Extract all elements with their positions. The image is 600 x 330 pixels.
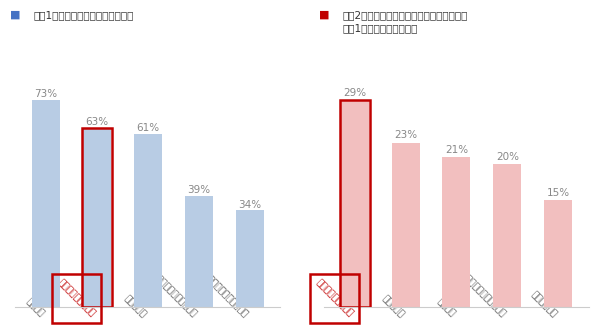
Bar xyxy=(341,100,368,307)
Text: 『図1』食品を選ぶ際に重視する点: 『図1』食品を選ぶ際に重視する点 xyxy=(34,10,134,20)
Text: 20%: 20% xyxy=(496,152,519,162)
Bar xyxy=(392,143,419,307)
Bar xyxy=(82,128,112,307)
Text: 39%: 39% xyxy=(187,185,210,195)
Text: 73%: 73% xyxy=(34,89,58,99)
Text: 63%: 63% xyxy=(85,117,109,127)
Bar xyxy=(236,211,263,307)
Text: ■: ■ xyxy=(10,10,20,20)
Text: 34%: 34% xyxy=(238,200,261,210)
Bar xyxy=(442,157,470,307)
Text: 『図2』食品を選ぶ際に重視する点として、
直近1年間で強まったもの: 『図2』食品を選ぶ際に重視する点として、 直近1年間で強まったもの xyxy=(343,10,468,33)
Text: 15%: 15% xyxy=(547,187,570,198)
Text: ■: ■ xyxy=(319,10,329,20)
Bar xyxy=(544,200,572,307)
Bar xyxy=(185,196,212,307)
Text: 29%: 29% xyxy=(343,87,366,97)
Text: 61%: 61% xyxy=(136,123,159,133)
Text: 23%: 23% xyxy=(394,130,417,140)
Bar xyxy=(340,100,370,307)
Bar xyxy=(134,134,162,307)
Bar xyxy=(83,128,111,307)
Bar xyxy=(493,164,521,307)
Bar xyxy=(32,100,60,307)
Text: 21%: 21% xyxy=(445,145,468,155)
